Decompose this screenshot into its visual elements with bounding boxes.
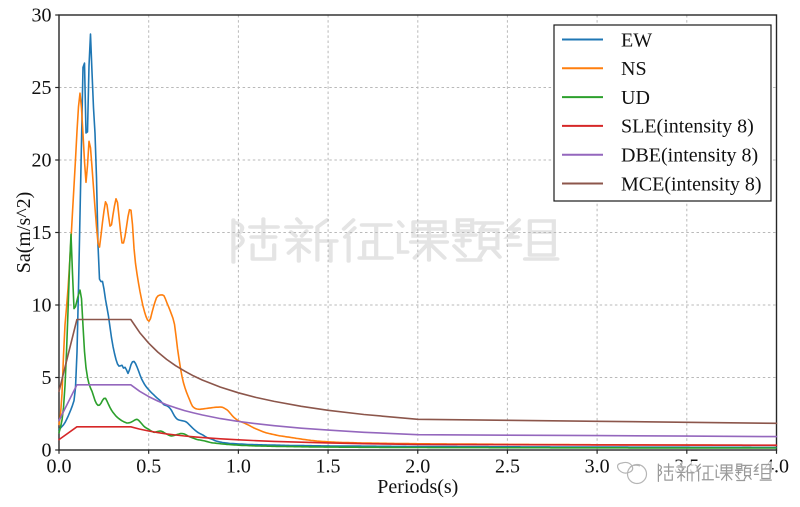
svg-text:SLE(intensity 8): SLE(intensity 8) bbox=[621, 116, 754, 138]
svg-text:0.5: 0.5 bbox=[136, 456, 161, 478]
svg-text:DBE(intensity 8): DBE(intensity 8) bbox=[621, 145, 758, 167]
svg-text:Sa(m/s^2): Sa(m/s^2) bbox=[13, 192, 35, 274]
svg-text:1.0: 1.0 bbox=[226, 456, 251, 478]
svg-text:20: 20 bbox=[32, 150, 52, 172]
svg-text:2.0: 2.0 bbox=[405, 456, 430, 478]
svg-text:UD: UD bbox=[621, 87, 650, 109]
svg-text:0: 0 bbox=[42, 440, 52, 462]
svg-text:15: 15 bbox=[32, 222, 52, 244]
svg-text:2.5: 2.5 bbox=[495, 456, 520, 478]
svg-text:Periods(s): Periods(s) bbox=[377, 476, 458, 498]
svg-text:0.0: 0.0 bbox=[47, 456, 72, 478]
svg-text:30: 30 bbox=[32, 5, 52, 27]
svg-text:1.5: 1.5 bbox=[316, 456, 341, 478]
svg-text:5: 5 bbox=[42, 367, 52, 389]
svg-text:MCE(intensity 8): MCE(intensity 8) bbox=[621, 173, 762, 195]
svg-text:3.0: 3.0 bbox=[585, 456, 610, 478]
svg-text:10: 10 bbox=[32, 295, 52, 317]
svg-text:EW: EW bbox=[621, 29, 652, 51]
svg-text:25: 25 bbox=[32, 77, 52, 99]
svg-text:NS: NS bbox=[621, 58, 647, 80]
